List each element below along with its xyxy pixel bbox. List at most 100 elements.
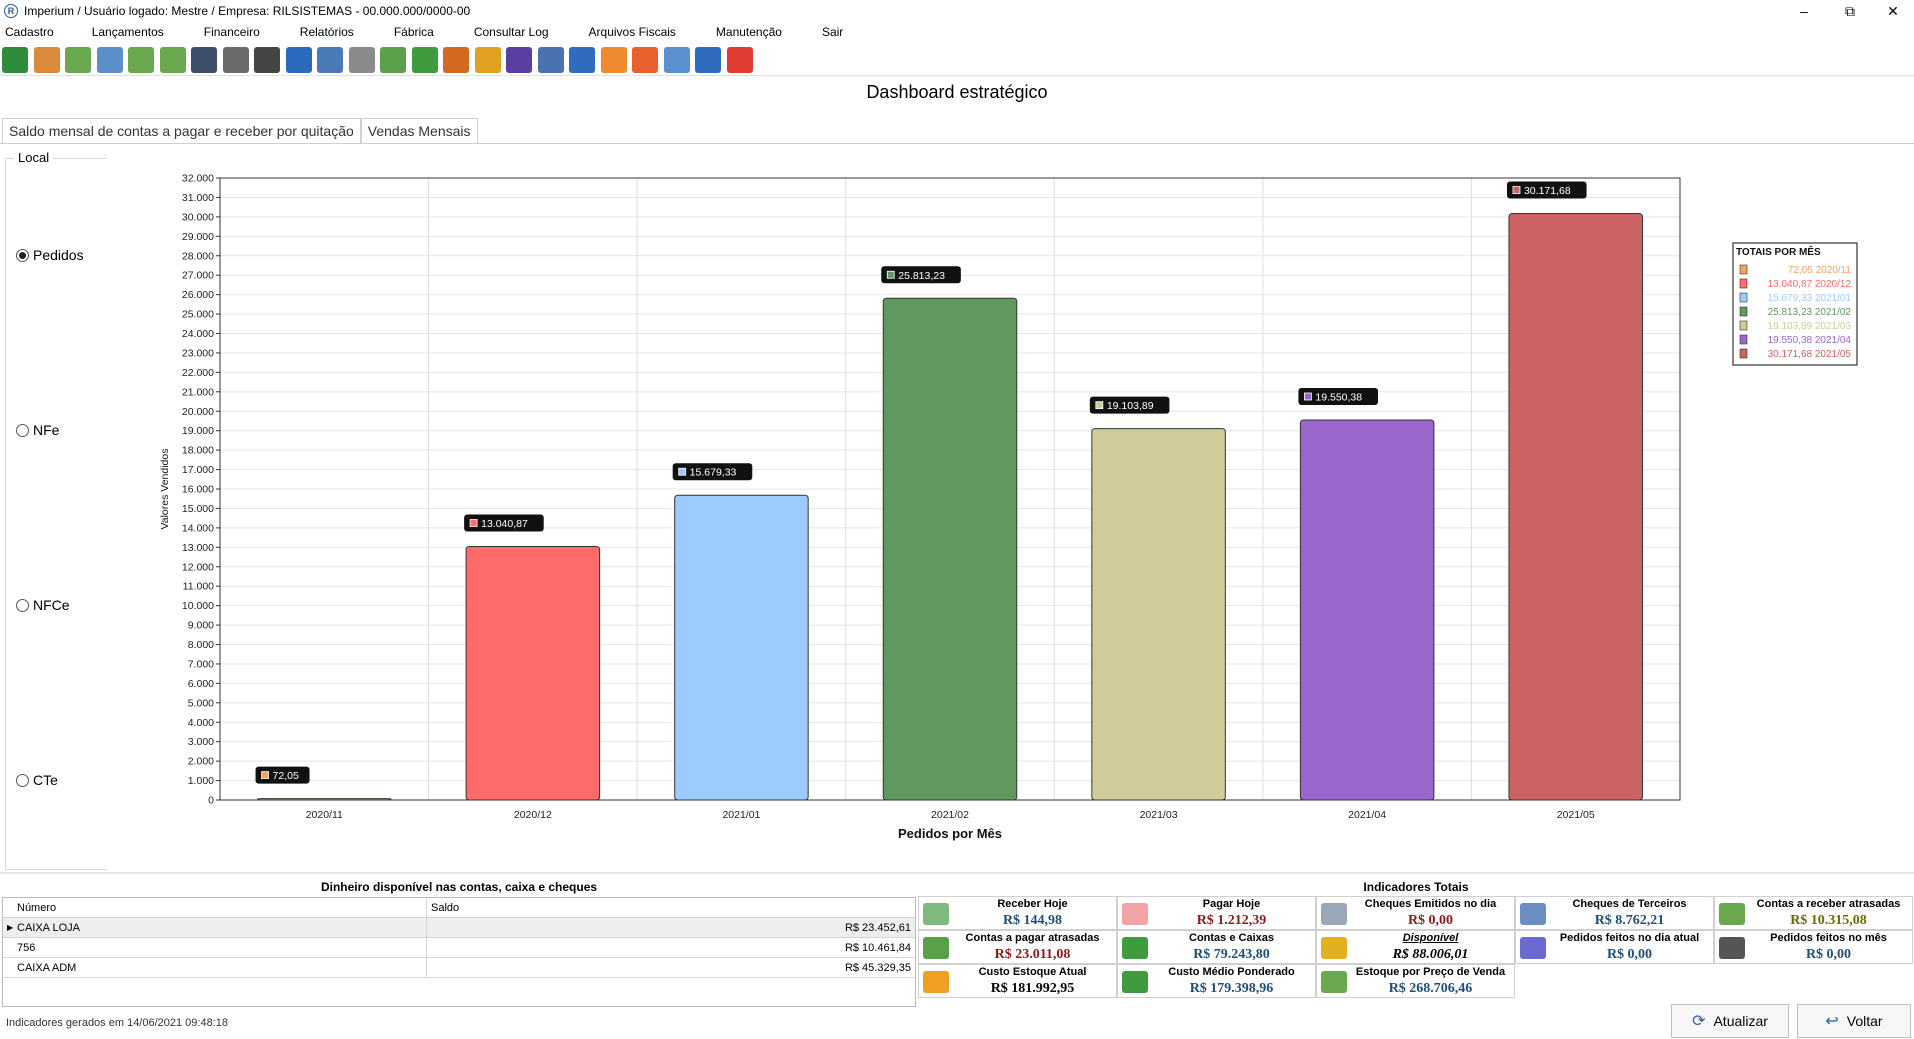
radio-nfce[interactable]: NFCe	[16, 597, 70, 613]
local-group: Local Pedidos NFe NFCe CTe	[5, 150, 107, 870]
y-tick-label: 12.000	[182, 561, 214, 573]
person2-icon[interactable]	[632, 46, 658, 73]
factory-icon[interactable]	[443, 46, 469, 73]
radio-pedidos[interactable]: Pedidos	[16, 247, 84, 263]
indicator-card: Receber Hoje R$ 144,98	[918, 896, 1117, 930]
indicator-label: Pedidos feitos no mês	[1770, 932, 1887, 944]
data-label: 19.550,38	[1315, 391, 1362, 403]
y-tick-label: 25.000	[182, 309, 214, 321]
money-icon[interactable]	[411, 46, 438, 73]
indicator-card: Pedidos feitos no dia atual R$ 0,00	[1515, 930, 1714, 964]
x-tick-label: 2021/04	[1348, 809, 1386, 821]
data-label: 25.813,23	[898, 270, 945, 282]
menu-relatorios[interactable]: Relatórios	[299, 25, 354, 39]
menu-arquivos-fiscais[interactable]: Arquivos Fiscais	[588, 25, 676, 39]
radio-nfe-dot[interactable]	[16, 423, 29, 437]
indicator-value: R$ 79.243,80	[1193, 947, 1270, 962]
header-numero[interactable]: Número	[3, 898, 427, 917]
check2-icon[interactable]	[348, 46, 375, 73]
legend-swatch	[1739, 348, 1748, 359]
x-tick-label: 2020/11	[306, 809, 343, 821]
cheque-icon	[1321, 903, 1347, 925]
indicator-value: R$ 0,00	[1606, 947, 1653, 962]
indicator-value: R$ 88.006,01	[1392, 947, 1469, 962]
y-tick-label: 26.000	[182, 289, 214, 301]
page-title: Dashboard estratégico	[866, 82, 1048, 102]
leaf-icon[interactable]	[65, 46, 91, 73]
check-icon[interactable]	[317, 46, 343, 73]
search-icon[interactable]	[569, 46, 595, 73]
transfer-icon[interactable]	[380, 46, 406, 73]
y-tick-label: 2.000	[188, 756, 214, 768]
menu-fabrica[interactable]: Fábrica	[393, 25, 434, 39]
tab-saldo-mensal[interactable]: Saldo mensal de contas a pagar e receber…	[2, 118, 361, 144]
box-green-icon	[1122, 971, 1148, 993]
data-label-swatch	[469, 519, 478, 527]
list-search-icon[interactable]	[537, 46, 564, 73]
radio-pedidos-label: Pedidos	[33, 247, 84, 263]
radio-cte-dot[interactable]	[16, 773, 29, 787]
back-button[interactable]: ↩ Voltar	[1797, 1004, 1911, 1038]
radio-nfce-dot[interactable]	[16, 598, 29, 612]
indicator-label: Cheques de Terceiros	[1572, 898, 1687, 910]
data-label-box	[881, 266, 961, 284]
dfe-icon[interactable]	[96, 46, 123, 73]
menu-sair[interactable]: Sair	[821, 25, 844, 39]
table-row[interactable]: CAIXA ADM R$ 45.329,35	[3, 958, 915, 978]
y-tick-label: 32.000	[182, 173, 214, 185]
bar	[1508, 213, 1643, 801]
cash-name: CAIXA ADM	[17, 961, 77, 974]
legend-swatch	[1739, 320, 1748, 331]
bar-chart-icon[interactable]	[695, 46, 721, 73]
receive-late-icon	[1719, 903, 1745, 925]
radio-cte[interactable]: CTe	[16, 772, 58, 788]
tab-vendas-mensais[interactable]: Vendas Mensais	[360, 118, 478, 144]
menu-financeiro[interactable]: Financeiro	[203, 25, 260, 39]
person-icon[interactable]	[600, 46, 627, 73]
header-saldo[interactable]: Saldo	[431, 901, 460, 914]
barcode-icon[interactable]	[254, 46, 280, 73]
indicator-label: Disponível	[1402, 932, 1459, 944]
radio-nfe[interactable]: NFe	[16, 422, 59, 438]
email-icon[interactable]	[506, 46, 532, 73]
table-row[interactable]: ▶ CAIXA LOJA R$ 23.452,61	[3, 918, 915, 938]
users-icon[interactable]	[33, 46, 60, 73]
leaf2-icon[interactable]	[128, 46, 154, 73]
x-tick-label: 2020/12	[514, 809, 552, 821]
indicator-value: R$ 268.706,46	[1388, 981, 1473, 996]
radio-cte-label: CTe	[33, 772, 58, 788]
exit-icon[interactable]	[726, 46, 753, 73]
menu-lancamentos[interactable]: Lançamentos	[91, 25, 164, 39]
safe-icon[interactable]	[222, 46, 249, 73]
row-selector-icon: ▶	[7, 923, 14, 932]
indicator-label: Estoque por Preço de Venda	[1355, 966, 1506, 978]
close-window-button[interactable]: ✕	[1887, 2, 1899, 19]
register-icon	[1520, 937, 1546, 959]
menu-manutencao[interactable]: Manutenção	[715, 25, 782, 39]
line-chart-icon[interactable]	[663, 46, 690, 73]
green-square-icon[interactable]	[2, 46, 28, 73]
sintegra-icon[interactable]	[474, 46, 501, 73]
card-icon[interactable]	[285, 46, 312, 73]
indicator-value: R$ 8.762,21	[1594, 913, 1665, 928]
menu-cadastro[interactable]: Cadastro	[5, 25, 54, 39]
data-label-swatch	[1095, 401, 1104, 410]
cash-name: 756	[17, 941, 36, 954]
leaf3-icon[interactable]	[159, 46, 186, 73]
refresh-button[interactable]: ⟳ Atualizar	[1671, 1004, 1789, 1038]
menu-consultar-log[interactable]: Consultar Log	[473, 25, 549, 39]
data-label-swatch	[1304, 392, 1312, 401]
restore-button[interactable]: ⧉	[1845, 2, 1855, 19]
bar	[257, 798, 392, 801]
radio-pedidos-dot[interactable]	[16, 248, 29, 262]
x-tick-label: 2021/01	[722, 809, 760, 821]
bottom-separator	[0, 872, 1914, 874]
cash-balance: R$ 45.329,35	[844, 961, 911, 974]
minimize-button[interactable]: –	[1800, 3, 1808, 19]
indicator-card: Custo Estoque Atual R$ 181.992,95	[918, 964, 1117, 998]
legend-swatch	[1739, 334, 1748, 345]
indicator-value: R$ 179.398,96	[1189, 981, 1274, 996]
book-icon[interactable]	[191, 46, 217, 73]
table-row[interactable]: 756 R$ 10.461,84	[3, 938, 915, 958]
legend-entry: 25.813,23 2021/02	[1768, 307, 1852, 318]
